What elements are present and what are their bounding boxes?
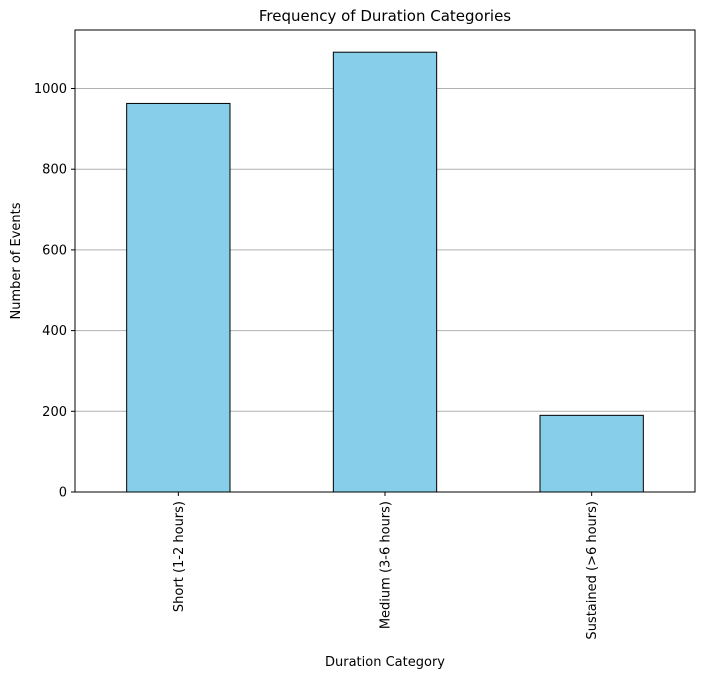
x-tick-label: Medium (3-6 hours) [379,501,394,629]
x-tick-label: Short (1-2 hours) [172,501,187,612]
x-axis-label: Duration Category [325,655,445,670]
y-tick-label: 800 [42,163,67,178]
y-tick-label: 0 [59,486,67,501]
y-tick-label: 200 [42,405,67,420]
y-tick-label: 600 [42,243,67,258]
chart-title: Frequency of Duration Categories [259,7,511,25]
x-tick-label: Sustained (>6 hours) [585,501,600,640]
bar [539,414,644,493]
bar [126,102,231,493]
y-axis-ticks: 0 200 400 600 800 1000 [34,82,75,501]
bars [126,51,644,493]
y-axis-label: Number of Events [9,202,24,319]
bar [332,51,438,493]
y-tick-label: 400 [42,324,67,339]
y-tick-label: 1000 [34,82,67,97]
x-axis-ticks: Short (1-2 hours) Medium (3-6 hours) Susta… [172,492,600,640]
